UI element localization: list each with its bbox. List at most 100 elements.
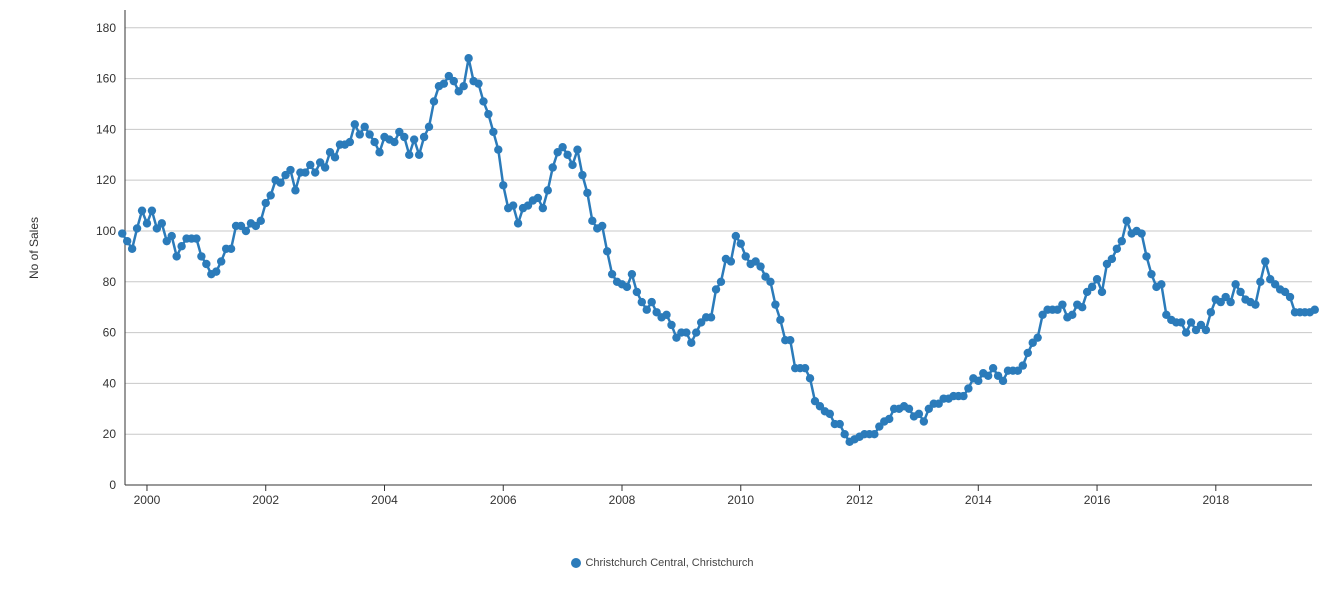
data-point[interactable] xyxy=(306,160,315,170)
data-point[interactable] xyxy=(147,206,157,215)
data-point[interactable] xyxy=(1033,333,1042,342)
data-point[interactable] xyxy=(286,165,295,175)
data-point[interactable] xyxy=(1251,300,1260,309)
data-point[interactable] xyxy=(607,269,617,279)
data-point[interactable] xyxy=(1176,318,1186,327)
data-point[interactable] xyxy=(157,219,167,228)
data-point[interactable] xyxy=(647,297,656,307)
data-point[interactable] xyxy=(573,145,582,154)
data-point[interactable] xyxy=(1157,280,1166,289)
data-point[interactable] xyxy=(1018,361,1028,370)
data-point[interactable] xyxy=(499,181,508,190)
data-point[interactable] xyxy=(320,163,330,172)
data-point[interactable] xyxy=(137,206,147,215)
data-point[interactable] xyxy=(1142,252,1151,261)
data-point[interactable] xyxy=(682,328,691,337)
data-point[interactable] xyxy=(756,262,765,271)
data-point[interactable] xyxy=(414,150,424,159)
data-point[interactable] xyxy=(914,409,924,419)
data-point[interactable] xyxy=(370,137,379,147)
data-point[interactable] xyxy=(360,122,369,132)
data-point[interactable] xyxy=(766,277,775,286)
data-point[interactable] xyxy=(598,221,607,231)
data-point[interactable] xyxy=(776,315,785,325)
data-point[interactable] xyxy=(1206,308,1216,317)
data-point[interactable] xyxy=(1068,310,1077,320)
data-point[interactable] xyxy=(390,137,399,147)
data-point[interactable] xyxy=(711,285,721,294)
data-point[interactable] xyxy=(741,252,750,261)
data-point[interactable] xyxy=(132,224,142,233)
data-point[interactable] xyxy=(291,186,300,195)
data-point[interactable] xyxy=(632,287,642,297)
data-point[interactable] xyxy=(716,277,726,286)
data-point[interactable] xyxy=(588,216,597,226)
data-point[interactable] xyxy=(627,269,637,279)
data-point[interactable] xyxy=(692,328,701,337)
data-point[interactable] xyxy=(513,219,523,228)
data-point[interactable] xyxy=(726,257,736,266)
data-point[interactable] xyxy=(345,137,355,147)
data-point[interactable] xyxy=(578,170,587,180)
data-point[interactable] xyxy=(602,247,612,256)
data-point[interactable] xyxy=(964,384,973,393)
data-point[interactable] xyxy=(311,168,320,177)
data-point[interactable] xyxy=(405,150,414,159)
data-point[interactable] xyxy=(988,363,998,373)
data-point[interactable] xyxy=(974,376,983,386)
data-point[interactable] xyxy=(1097,287,1107,297)
data-point[interactable] xyxy=(1236,287,1245,297)
data-point[interactable] xyxy=(1285,292,1295,302)
data-point[interactable] xyxy=(489,127,498,137)
data-point[interactable] xyxy=(800,363,810,373)
data-point[interactable] xyxy=(1117,236,1126,246)
data-point[interactable] xyxy=(870,430,879,439)
data-point[interactable] xyxy=(736,239,745,248)
data-point[interactable] xyxy=(919,417,929,426)
data-point[interactable] xyxy=(1058,300,1067,309)
data-point[interactable] xyxy=(805,374,815,383)
data-point[interactable] xyxy=(662,310,671,320)
data-point[interactable] xyxy=(563,150,572,159)
data-point[interactable] xyxy=(667,320,676,330)
data-point[interactable] xyxy=(276,178,285,187)
data-point[interactable] xyxy=(217,257,226,266)
data-point[interactable] xyxy=(301,168,310,177)
data-point[interactable] xyxy=(1087,282,1097,292)
data-point[interactable] xyxy=(543,186,552,195)
data-point[interactable] xyxy=(825,409,835,419)
data-point[interactable] xyxy=(261,198,270,208)
data-point[interactable] xyxy=(409,135,419,144)
data-point[interactable] xyxy=(449,76,458,86)
data-point[interactable] xyxy=(484,109,493,119)
data-point[interactable] xyxy=(241,226,251,236)
data-point[interactable] xyxy=(419,132,429,142)
data-point[interactable] xyxy=(998,376,1008,386)
data-point[interactable] xyxy=(202,259,211,269)
data-point[interactable] xyxy=(375,148,384,157)
data-point[interactable] xyxy=(192,234,201,243)
data-point[interactable] xyxy=(479,97,488,106)
data-point[interactable] xyxy=(983,371,993,380)
data-point[interactable] xyxy=(429,97,439,106)
data-point[interactable] xyxy=(355,130,364,139)
data-point[interactable] xyxy=(1231,280,1240,289)
data-point[interactable] xyxy=(197,252,206,261)
data-point[interactable] xyxy=(1147,269,1156,279)
data-point[interactable] xyxy=(548,163,557,172)
data-point[interactable] xyxy=(622,282,632,292)
data-point[interactable] xyxy=(226,244,236,253)
data-point[interactable] xyxy=(365,130,374,139)
data-point[interactable] xyxy=(1122,216,1131,226)
data-point[interactable] xyxy=(494,145,503,154)
data-point[interactable] xyxy=(558,142,567,152)
data-point[interactable] xyxy=(464,54,473,63)
data-point[interactable] xyxy=(177,242,186,251)
data-point[interactable] xyxy=(400,132,409,142)
legend-item[interactable]: Christchurch Central, Christchurch xyxy=(571,557,754,569)
data-point[interactable] xyxy=(127,244,137,253)
data-point[interactable] xyxy=(533,193,543,203)
legend[interactable]: Christchurch Central, Christchurch xyxy=(0,557,1325,571)
data-point[interactable] xyxy=(687,338,696,347)
data-point[interactable] xyxy=(1137,229,1146,238)
